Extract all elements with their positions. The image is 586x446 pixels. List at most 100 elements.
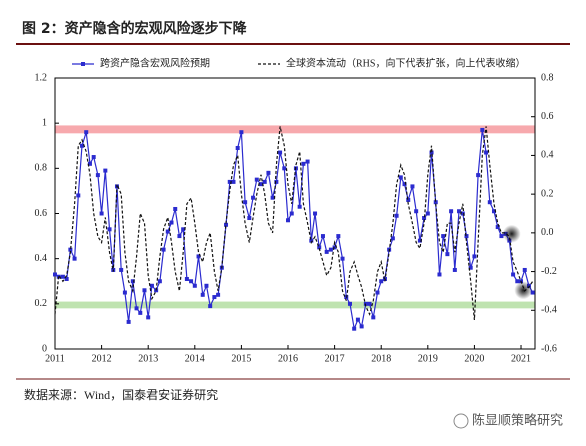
marker xyxy=(184,276,189,281)
marker xyxy=(301,161,306,166)
marker xyxy=(243,200,248,205)
marker xyxy=(103,168,108,173)
y-tick-label: 0.6 xyxy=(35,208,48,219)
marker xyxy=(173,206,178,211)
marker xyxy=(359,324,364,329)
marker xyxy=(76,193,81,198)
y2-tick-label: -0.6 xyxy=(541,343,557,354)
x-tick-label: 2020 xyxy=(464,353,484,364)
marker xyxy=(410,184,415,189)
marker xyxy=(476,173,481,178)
marker xyxy=(491,209,496,214)
watermark-icon xyxy=(453,413,469,429)
marker xyxy=(390,236,395,241)
marker xyxy=(499,234,504,239)
marker xyxy=(258,182,263,187)
marker xyxy=(340,256,345,261)
y2-tick-label: 0.0 xyxy=(541,227,554,238)
marker xyxy=(200,292,205,297)
band xyxy=(55,301,535,309)
marker xyxy=(72,256,77,261)
marker xyxy=(138,310,143,315)
marker xyxy=(60,274,65,279)
marker xyxy=(251,195,256,200)
marker xyxy=(317,245,322,250)
marker xyxy=(398,175,403,180)
marker xyxy=(522,267,527,272)
marker xyxy=(371,315,376,320)
y-tick-label: 0.2 xyxy=(35,298,48,309)
marker xyxy=(297,204,302,209)
marker xyxy=(406,197,411,202)
y-tick-label: 1.2 xyxy=(35,72,48,83)
marker xyxy=(204,283,209,288)
marker xyxy=(347,301,352,306)
y2-tick-label: 0.6 xyxy=(541,111,554,122)
marker xyxy=(309,238,314,243)
y2-tick-label: -0.4 xyxy=(541,305,557,316)
marker xyxy=(324,249,329,254)
marker xyxy=(177,234,182,239)
marker xyxy=(495,225,500,230)
y-tick-label: 0.8 xyxy=(35,163,48,174)
marker xyxy=(278,150,283,155)
x-tick-label: 2015 xyxy=(231,353,251,364)
marker xyxy=(441,234,446,239)
series-line xyxy=(54,129,534,331)
marker xyxy=(313,211,318,216)
marker xyxy=(394,213,399,218)
marker xyxy=(107,227,112,232)
marker xyxy=(433,200,438,205)
marker xyxy=(224,222,229,227)
marker xyxy=(262,179,267,184)
marker xyxy=(254,177,259,182)
marker xyxy=(68,247,73,252)
legend-label: 跨资产隐含宏观风险预期 xyxy=(100,56,210,69)
marker xyxy=(282,166,287,171)
marker xyxy=(212,295,217,300)
marker xyxy=(449,209,454,214)
legend-label: 全球资本流动（RHS，向下代表扩张，向上代表收缩） xyxy=(286,56,525,69)
y2-tick-label: -0.2 xyxy=(541,266,557,277)
marker xyxy=(487,200,492,205)
marker xyxy=(336,234,341,239)
legend-marker xyxy=(81,62,85,66)
y2-tick-label: 0.2 xyxy=(541,188,554,199)
marker xyxy=(142,288,147,293)
marker xyxy=(355,317,360,322)
marker xyxy=(422,216,427,221)
marker xyxy=(320,234,325,239)
marker xyxy=(305,159,310,164)
marker xyxy=(417,238,422,243)
marker xyxy=(375,290,380,295)
highlight xyxy=(514,281,533,300)
y2-tick-label: 0.8 xyxy=(541,72,554,83)
marker xyxy=(216,292,221,297)
marker xyxy=(452,267,457,272)
marker xyxy=(352,326,357,331)
marker xyxy=(468,265,473,270)
marker xyxy=(515,279,520,284)
x-tick-label: 2021 xyxy=(511,353,531,364)
marker xyxy=(130,279,135,284)
marker xyxy=(332,245,337,250)
y-tick-label: 0 xyxy=(42,343,47,354)
y2-tick-label: 0.4 xyxy=(541,150,554,161)
marker xyxy=(99,211,104,216)
x-tick-label: 2017 xyxy=(325,353,345,364)
marker xyxy=(472,254,477,259)
x-tick-label: 2014 xyxy=(185,353,205,364)
highlight xyxy=(502,224,521,243)
marker xyxy=(119,267,124,272)
marker xyxy=(367,301,372,306)
marker xyxy=(235,146,240,151)
source: 数据来源：Wind，国泰君安证券研究 xyxy=(24,387,218,402)
x-tick-label: 2011 xyxy=(45,353,65,364)
marker xyxy=(157,279,162,284)
y-tick-label: 0.4 xyxy=(35,253,48,264)
marker xyxy=(480,127,485,132)
marker xyxy=(169,220,174,225)
marker xyxy=(460,211,465,216)
marker xyxy=(149,283,154,288)
